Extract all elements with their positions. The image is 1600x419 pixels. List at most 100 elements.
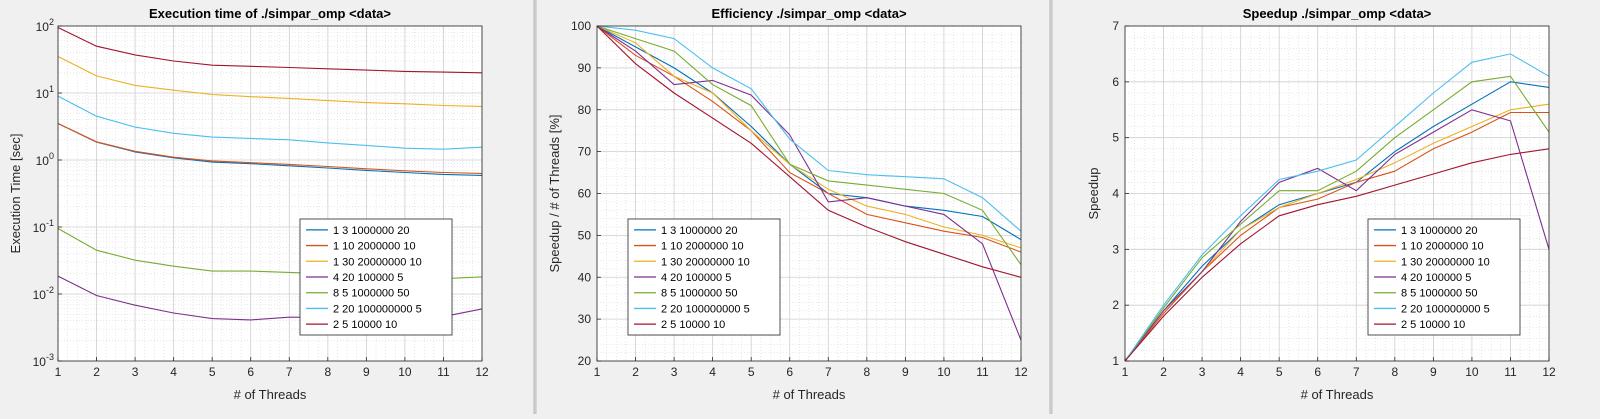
figure-panel-speedup: 1 2 3 4 5 6 7 8 9 10 11 12 1 2 3 4 5 6 7 Speedup ./simpar_o… — [1053, 0, 1600, 414]
x-tick-label: 9 — [902, 365, 909, 379]
x-tick-label: 12 — [1542, 365, 1556, 379]
y-tick-label: 10-1 — [33, 218, 54, 235]
series-line-2 — [57, 123, 483, 174]
legend-label-5: 8 5 1000000 50 — [333, 288, 409, 300]
legend-label-1: 1 3 1000000 20 — [333, 225, 409, 237]
figure-panel-efficiency: 1 2 3 4 5 6 7 8 9 10 11 12 20 30 40 50 60 70 80 90 100 Effici… — [537, 0, 1049, 414]
x-tick-label: 2 — [1160, 365, 1167, 379]
y-tick-label: 60 — [578, 187, 592, 201]
x-tick-label: 5 — [209, 365, 216, 379]
y-tick-label: 50 — [578, 228, 592, 242]
series-line-7 — [596, 25, 1022, 278]
y-axis-label: Speedup / # of Threads [%] — [547, 114, 562, 272]
y-tick-label: 100 — [571, 19, 591, 33]
legend: 1 3 1000000 20 1 10 2000000 10 1 30 200000… — [1367, 218, 1521, 336]
legend-label-2: 1 10 2000000 10 — [333, 241, 416, 253]
legend-label-5: 8 5 1000000 50 — [661, 288, 737, 300]
series-line-4 — [596, 25, 1022, 341]
series-line-5 — [1124, 75, 1550, 362]
series-line-6 — [1124, 53, 1550, 362]
legend-label-2: 1 10 2000000 10 — [1401, 241, 1484, 253]
efficiency-chart: 1 2 3 4 5 6 7 8 9 10 11 122030405060708090100Effici… — [547, 6, 1028, 402]
y-tick-label: 4 — [1112, 187, 1119, 201]
x-tick-label: 1 — [55, 365, 62, 379]
series-line-6 — [596, 25, 1022, 232]
x-axis-label: # of Threads — [773, 387, 846, 402]
x-axis-label: # of Threads — [234, 387, 307, 402]
x-axis-label: # of Threads — [1301, 387, 1374, 402]
series-line-7 — [1124, 148, 1550, 362]
y-tick-label: 2 — [1112, 298, 1119, 312]
series-line-1 — [596, 25, 1022, 241]
legend-label-3: 1 30 20000000 10 — [661, 256, 750, 268]
y-tick-label: 30 — [578, 312, 592, 326]
y-tick-label: 80 — [578, 103, 592, 117]
x-tick-label: 7 — [286, 365, 293, 379]
x-tick-label: 5 — [748, 365, 755, 379]
x-tick-label: 9 — [1430, 365, 1437, 379]
chart-title: Execution time of ./simpar_omp <data> — [149, 6, 391, 21]
y-tick-label: 102 — [36, 17, 54, 34]
x-tick-label: 2 — [93, 365, 100, 379]
legend-label-4: 4 20 100000 5 — [1401, 272, 1471, 284]
legend-label-3: 1 30 20000000 10 — [1401, 256, 1490, 268]
y-tick-label: 70 — [578, 145, 592, 159]
y-tick-label: 40 — [578, 270, 592, 284]
legend-label-7: 2 5 10000 10 — [1401, 319, 1465, 331]
y-tick-label: 3 — [1112, 242, 1119, 256]
panel-divider[interactable] — [1049, 0, 1053, 414]
figure-panel-execution-time: 1 2 3 4 5 6 7 8 9 10 11 12 10-3 10-2 10-1 100 101 102 Exec… — [0, 0, 533, 414]
y-tick-label: 100 — [36, 151, 54, 168]
legend-label-7: 2 5 10000 10 — [333, 319, 397, 331]
legend-label-1: 1 3 1000000 20 — [1401, 225, 1477, 237]
series-line-5 — [596, 25, 1022, 266]
x-tick-label: 3 — [671, 365, 678, 379]
y-tick-label: 5 — [1112, 131, 1119, 145]
panel-divider[interactable] — [533, 0, 537, 414]
legend-label-7: 2 5 10000 10 — [661, 319, 725, 331]
series-line-1 — [1124, 81, 1550, 362]
x-tick-label: 1 — [1122, 365, 1129, 379]
x-tick-label: 12 — [1014, 365, 1028, 379]
y-tick-label: 6 — [1112, 75, 1119, 89]
x-tick-label: 6 — [1314, 365, 1321, 379]
y-tick-label: 7 — [1112, 19, 1119, 33]
legend-label-6: 2 20 100000000 5 — [661, 303, 750, 315]
x-tick-label: 3 — [132, 365, 139, 379]
x-tick-label: 7 — [825, 365, 832, 379]
legend-label-4: 4 20 100000 5 — [661, 272, 731, 284]
y-tick-label: 10-3 — [33, 352, 54, 369]
legend-label-2: 1 10 2000000 10 — [661, 241, 744, 253]
legend-label-6: 2 20 100000000 5 — [1401, 303, 1490, 315]
x-tick-label: 9 — [363, 365, 370, 379]
x-tick-label: 12 — [475, 365, 489, 379]
legend-label-4: 4 20 100000 5 — [333, 272, 403, 284]
x-tick-label: 10 — [1465, 365, 1479, 379]
y-tick-label: 10-2 — [33, 285, 54, 302]
x-tick-label: 8 — [324, 365, 331, 379]
axes-box — [57, 25, 483, 362]
x-tick-label: 3 — [1199, 365, 1206, 379]
y-tick-label: 20 — [578, 354, 592, 368]
series-line-4 — [1124, 109, 1550, 362]
series-line-7 — [57, 27, 483, 74]
x-tick-label: 4 — [170, 365, 177, 379]
series-line-3 — [57, 56, 483, 107]
y-axis-label: Execution Time [sec] — [8, 134, 23, 254]
chart-title: Efficiency ./simpar_omp <data> — [711, 6, 906, 21]
x-tick-label: 2 — [632, 365, 639, 379]
x-tick-label: 4 — [1237, 365, 1244, 379]
x-tick-label: 11 — [437, 365, 450, 379]
y-tick-label: 101 — [36, 84, 54, 101]
x-tick-label: 4 — [709, 365, 716, 379]
series-line-6 — [57, 95, 483, 150]
legend-label-3: 1 30 20000000 10 — [333, 256, 422, 268]
x-tick-label: 8 — [863, 365, 870, 379]
legend-label-5: 8 5 1000000 50 — [1401, 288, 1477, 300]
x-tick-label: 5 — [1276, 365, 1283, 379]
x-tick-label: 10 — [937, 365, 951, 379]
x-tick-label: 11 — [1504, 365, 1517, 379]
series-line-2 — [596, 25, 1022, 253]
x-tick-label: 7 — [1353, 365, 1360, 379]
